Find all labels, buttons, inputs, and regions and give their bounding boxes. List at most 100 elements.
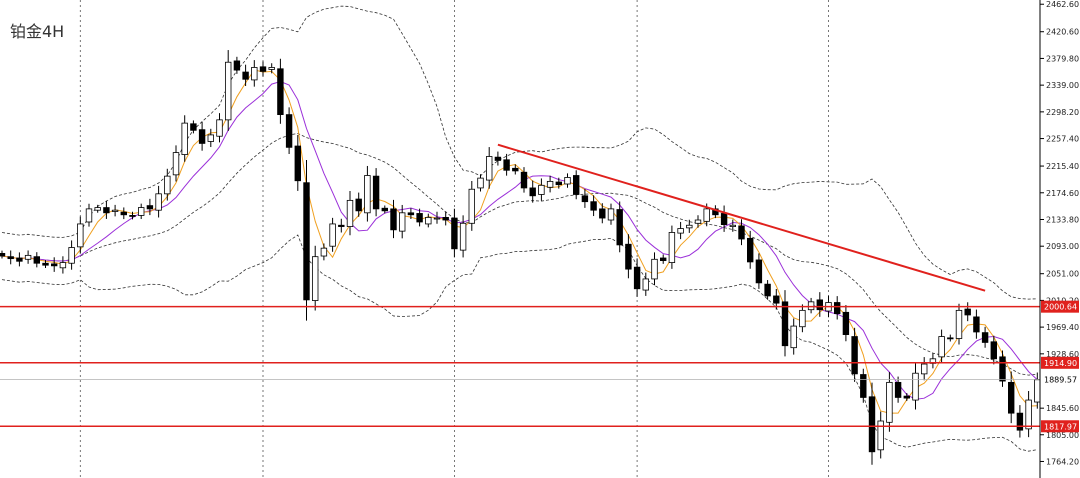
candle-body xyxy=(355,198,362,212)
candle-body xyxy=(372,175,380,210)
price-tick-label: 2093.00 xyxy=(1046,242,1079,251)
candle-body xyxy=(459,222,467,251)
candle-body xyxy=(303,182,310,301)
candle-body xyxy=(590,201,597,211)
level-price-tag-bg xyxy=(1041,300,1079,313)
candle-body xyxy=(381,207,388,212)
candle-body xyxy=(947,337,954,340)
candle-body xyxy=(816,299,823,311)
candle-body xyxy=(529,187,536,197)
candle-body xyxy=(233,60,241,71)
candle-body xyxy=(198,129,206,144)
price-tick-label: 1928.60 xyxy=(1046,350,1079,359)
candle-body xyxy=(181,122,188,155)
candle-body xyxy=(538,184,545,195)
candle-body xyxy=(390,208,397,231)
candle-body xyxy=(729,224,736,227)
candle-body xyxy=(398,212,406,232)
candle-body xyxy=(1008,381,1015,414)
price-tick-label: 2462.60 xyxy=(1046,0,1079,9)
candle-body xyxy=(668,232,676,263)
candle-body xyxy=(285,114,293,148)
candle-body xyxy=(686,224,693,229)
candle-body xyxy=(190,123,197,131)
candle-body xyxy=(886,381,893,423)
candle-body xyxy=(311,256,319,301)
price-tick-label: 2133.80 xyxy=(1046,215,1079,224)
price-tick-label: 1764.20 xyxy=(1046,457,1079,466)
candle-body xyxy=(329,223,336,247)
candle-body xyxy=(703,208,710,222)
candle-body xyxy=(7,256,14,260)
candle-body xyxy=(981,332,989,343)
candle-body xyxy=(407,212,415,216)
candle-body xyxy=(651,258,658,280)
candle-body xyxy=(633,266,641,290)
candle-body xyxy=(294,145,301,182)
candle-body xyxy=(581,195,589,203)
candle-body xyxy=(425,216,432,225)
candle-body xyxy=(912,372,919,401)
candle-body xyxy=(999,356,1006,382)
candle-body xyxy=(868,396,876,453)
candle-body xyxy=(68,247,75,264)
level-price-tag: 1817.97 xyxy=(1044,422,1077,431)
candle-body xyxy=(834,302,841,315)
level-price-tag-bg xyxy=(1041,420,1079,433)
candle-body xyxy=(155,193,162,211)
candle-body xyxy=(277,68,284,116)
candle-body xyxy=(599,208,606,219)
candle-body xyxy=(59,262,67,269)
candle-body xyxy=(921,363,928,375)
candle-body xyxy=(164,175,171,195)
level-price-tag: 1914.90 xyxy=(1044,359,1077,368)
price-tick-label: 2379.80 xyxy=(1046,54,1079,63)
candle-body xyxy=(781,301,789,347)
candle-body xyxy=(1034,379,1041,403)
candle-body xyxy=(451,217,458,250)
candle-body xyxy=(268,67,275,70)
candle-body xyxy=(207,134,214,142)
candle-body xyxy=(894,381,902,398)
candle-body xyxy=(42,262,49,266)
level-price-tag: 2000.64 xyxy=(1044,303,1077,312)
candle-body xyxy=(433,217,441,220)
candle-body xyxy=(860,374,867,398)
price-tick-label: 2215.40 xyxy=(1046,162,1079,171)
candle-body xyxy=(242,71,249,80)
candle-body xyxy=(1025,399,1032,430)
price-tick-label: 1969.40 xyxy=(1046,323,1079,332)
candle-body xyxy=(1016,412,1024,431)
candle-body xyxy=(24,254,32,260)
candle-body xyxy=(738,225,745,240)
candle-body xyxy=(111,209,119,212)
candle-body xyxy=(129,215,136,217)
candle-body xyxy=(616,209,623,246)
level-price-tag-bg xyxy=(1041,356,1079,369)
candle-body xyxy=(85,208,93,223)
candle-body xyxy=(964,308,971,316)
price-tick-label: 2051.00 xyxy=(1046,270,1079,279)
candle-body xyxy=(485,156,493,181)
candle-body xyxy=(468,188,475,224)
price-tick-label: 2339.00 xyxy=(1046,81,1079,90)
candle-body xyxy=(694,219,702,224)
price-tick-label: 2257.40 xyxy=(1046,135,1079,144)
candle-body xyxy=(251,67,258,81)
candle-body xyxy=(120,211,127,216)
bollinger-upper xyxy=(1,5,1038,300)
candle-body xyxy=(416,213,423,223)
candle-body xyxy=(790,325,797,349)
candle-body xyxy=(51,263,58,267)
chart-title: 铂金4H xyxy=(10,22,65,41)
candle-body xyxy=(364,175,371,214)
trendline xyxy=(497,143,986,292)
ma-slow xyxy=(1,80,1038,400)
candle-body xyxy=(0,253,6,257)
candle-body xyxy=(764,283,771,297)
candle-body xyxy=(564,177,571,185)
candle-body xyxy=(77,223,84,248)
candle-body xyxy=(903,395,910,399)
